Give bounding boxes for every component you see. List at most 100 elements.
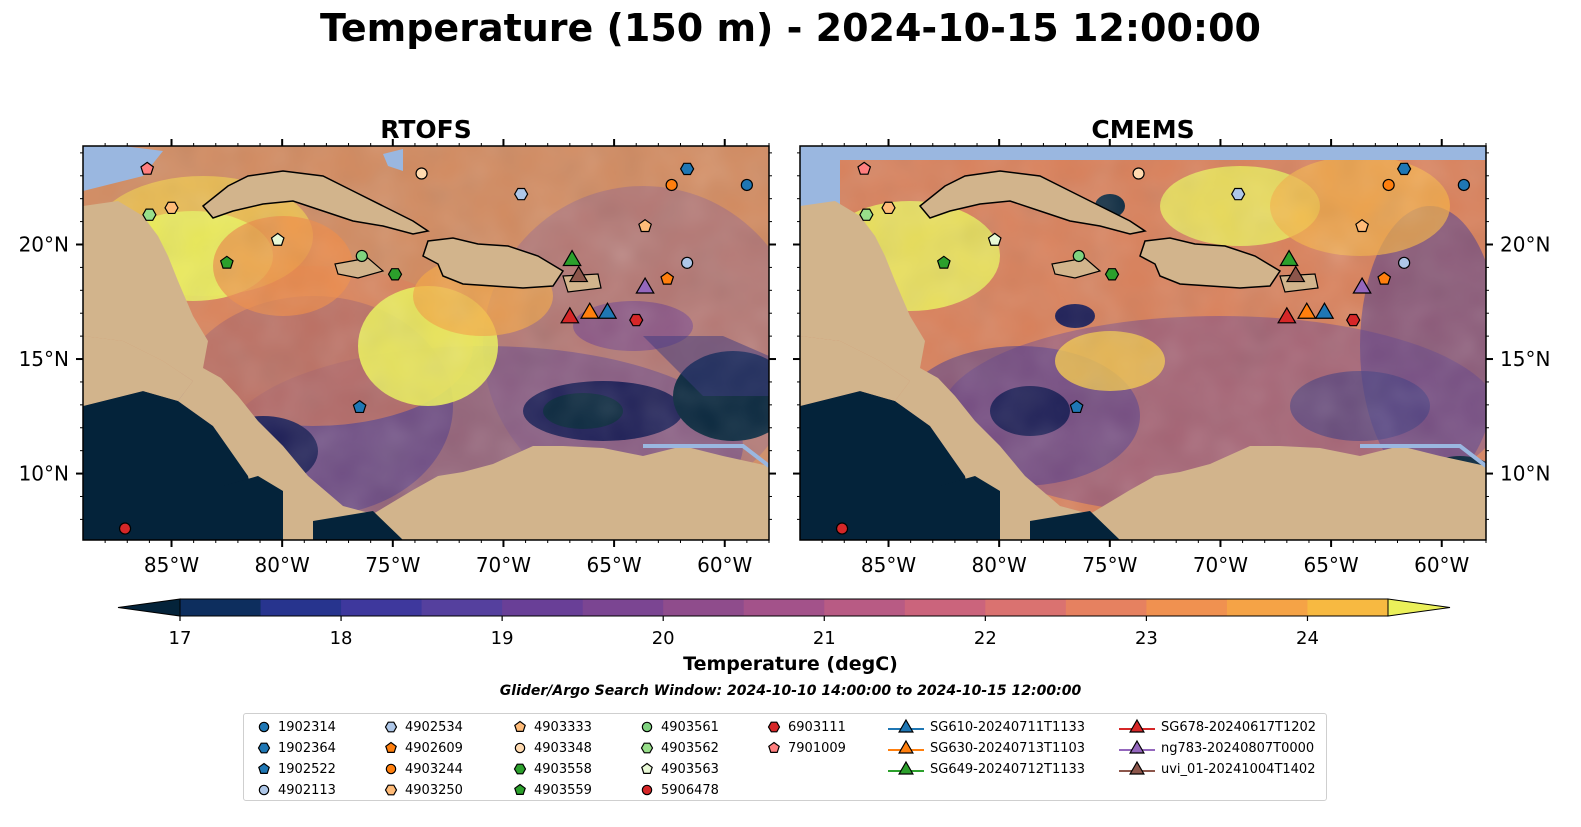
colorbar-tick-label: 20 bbox=[652, 628, 675, 649]
platform-marker-4903250 bbox=[164, 201, 179, 215]
legend-item: 4903559 bbox=[512, 780, 592, 800]
colorbar: 17 18 19 20 21 22 23 24 bbox=[117, 598, 1451, 649]
legend-label: 1902364 bbox=[278, 740, 336, 756]
legend-label: 1902522 bbox=[278, 761, 336, 777]
platform-marker-SG630-20240713T1103 bbox=[580, 302, 600, 319]
colorbar-tick-label: 19 bbox=[491, 628, 514, 649]
platform-marker-4903559 bbox=[219, 255, 234, 269]
cmems-panel: CMEMS bbox=[793, 115, 1550, 577]
legend-item: 4903250 bbox=[383, 780, 463, 800]
legend-label: SG678-20240617T1202 bbox=[1161, 719, 1317, 735]
legend-marker-4903558 bbox=[513, 763, 527, 775]
colorbar-segment bbox=[1226, 599, 1308, 616]
legend-item: 4903563 bbox=[639, 759, 719, 779]
colorbar-label: Temperature (degC) bbox=[683, 653, 898, 675]
legend-label: 7901009 bbox=[788, 740, 846, 756]
platform-marker-SG649-20240712T1133 bbox=[1279, 249, 1299, 267]
legend-marker-4903348 bbox=[514, 742, 526, 754]
legend-marker-7901009 bbox=[768, 741, 780, 753]
legend-item: ng783-20240807T0000 bbox=[1119, 738, 1314, 758]
lon-tick-label: 60°W bbox=[1414, 553, 1469, 577]
platform-marker-4903558 bbox=[1104, 268, 1120, 281]
legend-item: 4903333 bbox=[512, 717, 592, 737]
lat-tick-label: 10°N bbox=[19, 462, 69, 486]
colorbar-segment bbox=[1307, 599, 1389, 616]
figure-title: Temperature (150 m) - 2024-10-15 12:00:0… bbox=[319, 6, 1261, 50]
platform-marker-4903244 bbox=[665, 178, 678, 192]
legend-item: 4902609 bbox=[383, 738, 463, 758]
colorbar-segment bbox=[1146, 599, 1228, 616]
platform-marker-1902522 bbox=[352, 399, 367, 414]
colorbar-segment bbox=[582, 599, 664, 616]
platform-marker-1902364 bbox=[679, 162, 695, 176]
platform-marker-4902534 bbox=[513, 187, 529, 201]
legend-marker-6903111 bbox=[767, 721, 781, 733]
platform-marker-4903333 bbox=[1355, 218, 1369, 233]
legend-label: 5906478 bbox=[661, 782, 719, 798]
legend-item: 4902113 bbox=[256, 780, 336, 800]
platform-marker-4903563 bbox=[987, 232, 1002, 246]
legend-label: 4903561 bbox=[661, 719, 719, 735]
colorbar-tick-label: 18 bbox=[330, 628, 353, 649]
lon-tick-label: 60°W bbox=[697, 553, 752, 577]
legend-label: 4903348 bbox=[534, 740, 592, 756]
platform-marker-SG610-20240711T1133 bbox=[597, 302, 618, 319]
legend-marker-ng783-20240807T0000 bbox=[1129, 739, 1145, 754]
legend-label: 1902314 bbox=[278, 719, 336, 735]
platform-marker-SG649-20240712T1133 bbox=[562, 249, 582, 267]
legend-label: SG630-20240713T1103 bbox=[930, 740, 1086, 756]
legend-item: SG678-20240617T1202 bbox=[1119, 717, 1316, 737]
panel-title-cmems: CMEMS bbox=[1091, 115, 1194, 144]
colorbar-tick-label: 22 bbox=[974, 628, 997, 649]
platform-marker-4902609 bbox=[660, 271, 675, 285]
lon-tick-label: 70°W bbox=[476, 553, 531, 577]
colorbar-tick-label: 24 bbox=[1296, 628, 1319, 649]
colorbar-tick-label: 17 bbox=[169, 628, 192, 649]
colorbar-segment bbox=[743, 599, 825, 616]
platform-marker-4903558 bbox=[387, 268, 403, 281]
legend-item: 1902522 bbox=[256, 759, 336, 779]
panel-title-rtofs: RTOFS bbox=[380, 115, 472, 144]
platform-marker-4903559 bbox=[936, 255, 951, 269]
platform-marker-4902609 bbox=[1377, 271, 1392, 285]
platform-marker-1902522 bbox=[1069, 399, 1084, 414]
platform-marker-4903563 bbox=[270, 232, 285, 246]
lat-tick-label: 20°N bbox=[1500, 233, 1550, 257]
lon-tick-label: 65°W bbox=[586, 553, 641, 577]
legend-label: 4903562 bbox=[661, 740, 719, 756]
colorbar-tick-label: 23 bbox=[1135, 628, 1158, 649]
colorbar-extend-low bbox=[117, 598, 181, 617]
legend-marker-SG678-20240617T1202 bbox=[1129, 718, 1145, 733]
colorbar-segment bbox=[904, 599, 986, 616]
platform-marker-6903111 bbox=[1346, 313, 1361, 327]
legend-item: 1902364 bbox=[256, 738, 336, 758]
platform-marker-uvi_01-20241004T1402 bbox=[1285, 265, 1306, 283]
cmems-axis-ticks: 85°W 80°W 75°W 70°W 65°W 60°W 20°N 15°N 10°N bbox=[793, 139, 1550, 577]
platform-marker-4903250 bbox=[881, 201, 896, 215]
legend-label: 4902534 bbox=[405, 719, 463, 735]
platform-marker-SG630-20240713T1103 bbox=[1297, 302, 1317, 319]
legend-item: uvi_01-20241004T1402 bbox=[1119, 759, 1315, 779]
platform-marker-4903562 bbox=[859, 208, 874, 221]
legend-marker-4903561 bbox=[641, 721, 653, 733]
platform-marker-SG678-20240617T1202 bbox=[560, 306, 580, 324]
legend-item: 6903111 bbox=[766, 717, 846, 737]
lat-tick-label: 20°N bbox=[19, 233, 69, 257]
platform-legend: 1902314 1902364 1902522 4902113 4902534 49026… bbox=[243, 713, 1327, 801]
legend-marker-uvi_01-20241004T1402 bbox=[1129, 760, 1145, 775]
legend-item: SG630-20240713T1103 bbox=[888, 738, 1085, 758]
platform-marker-1902364 bbox=[1396, 162, 1412, 176]
legend-label: 4903558 bbox=[534, 761, 592, 777]
platform-marker-4903348 bbox=[1132, 167, 1145, 180]
colorbar-segment bbox=[1065, 599, 1147, 616]
rtofs-platform-markers bbox=[118, 161, 753, 535]
rtofs-axis-ticks: 85°W 80°W 75°W 70°W 65°W 60°W 20°N 15°N 10°N bbox=[19, 139, 776, 577]
lat-tick-label: 15°N bbox=[1500, 347, 1550, 371]
platform-marker-SG610-20240711T1133 bbox=[1314, 302, 1335, 319]
colorbar-extend-high bbox=[1387, 598, 1451, 617]
legend-item: 7901009 bbox=[766, 738, 846, 758]
cmems-temperature-field bbox=[800, 146, 1486, 540]
legend-item: 5906478 bbox=[639, 780, 719, 800]
legend-marker-4902609 bbox=[385, 741, 397, 753]
legend-item: 4903561 bbox=[639, 717, 719, 737]
